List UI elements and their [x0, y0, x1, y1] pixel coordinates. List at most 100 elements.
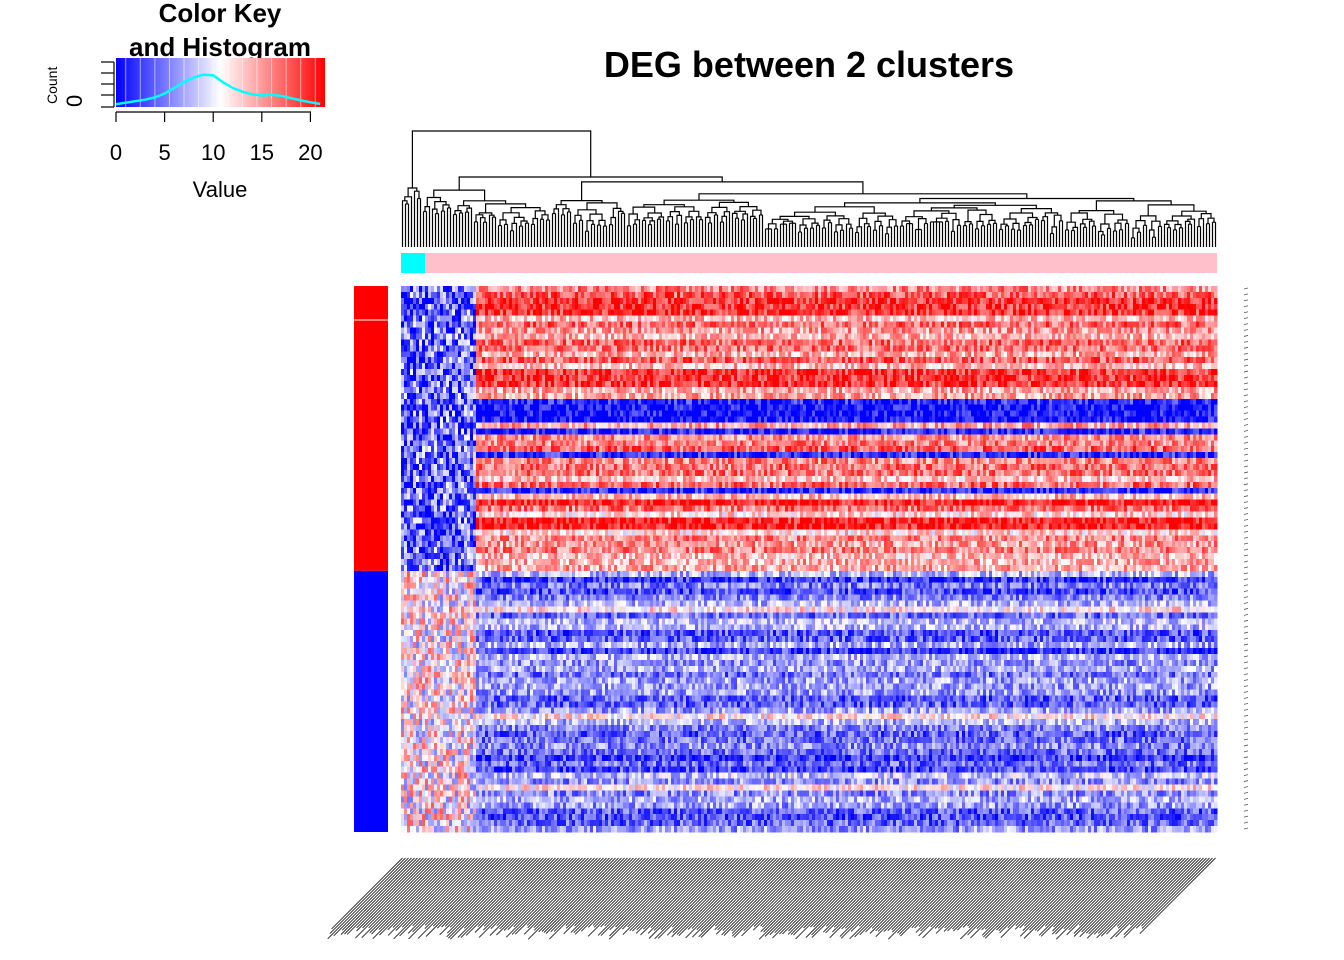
heatmap-cell	[872, 339, 876, 346]
heatmap-cell	[521, 339, 525, 346]
heatmap-cell	[1208, 297, 1212, 305]
heatmap-cell	[626, 339, 630, 346]
heatmap-cell	[689, 339, 693, 346]
heatmap-cell	[515, 321, 519, 328]
heatmap-cell	[479, 339, 483, 346]
heatmap-cell	[482, 327, 486, 334]
heatmap-cell	[1079, 321, 1083, 328]
heatmap-cell	[1208, 339, 1212, 346]
heatmap-cell	[518, 375, 522, 382]
heatmap-cell	[542, 345, 546, 352]
heatmap-cell	[1100, 363, 1104, 370]
heatmap-cell	[917, 303, 921, 311]
heatmap-cell	[413, 315, 417, 322]
heatmap-cell	[911, 309, 915, 317]
heatmap-cell	[1085, 309, 1089, 317]
heatmap-cell	[1166, 321, 1170, 328]
heatmap-cell	[1172, 321, 1176, 328]
heatmap-cell	[611, 327, 615, 334]
heatmap-cell	[701, 339, 705, 346]
heatmap-cell	[494, 297, 498, 305]
heatmap-cell	[617, 339, 621, 346]
heatmap-cell	[482, 291, 486, 299]
heatmap-cell	[536, 339, 540, 346]
heatmap-cell	[1061, 375, 1065, 382]
heatmap-cell	[1121, 375, 1125, 382]
heatmap-cell	[860, 333, 864, 340]
heatmap-cell	[767, 315, 771, 322]
heatmap-cell	[1055, 297, 1059, 305]
heatmap-cell	[827, 369, 831, 376]
heatmap-cell	[1049, 286, 1053, 293]
heatmap-cell	[1061, 351, 1065, 358]
heatmap-cell	[557, 291, 561, 299]
heatmap-cell	[515, 363, 519, 370]
heatmap-cell	[944, 315, 948, 322]
heatmap-cell	[1127, 357, 1131, 364]
heatmap-cell	[818, 345, 822, 352]
heatmap-cell	[866, 321, 870, 328]
heatmap-cell	[560, 369, 564, 376]
heatmap-cell	[440, 369, 444, 376]
heatmap-cell	[530, 309, 534, 317]
heatmap-cell	[761, 315, 765, 322]
heatmap-cell	[545, 363, 549, 370]
heatmap-cell	[593, 315, 597, 322]
heatmap-cell	[914, 369, 918, 376]
heatmap-cell	[944, 351, 948, 358]
heatmap-cell	[1157, 351, 1161, 358]
heatmap-cell	[842, 375, 846, 382]
heatmap-cell	[896, 321, 900, 328]
heatmap-cell	[536, 315, 540, 322]
heatmap-cell	[554, 363, 558, 370]
heatmap-cell	[443, 309, 447, 317]
heatmap-cell	[689, 321, 693, 328]
heatmap-cell	[449, 333, 453, 340]
heatmap-cell	[974, 297, 978, 305]
heatmap-cell	[536, 345, 540, 352]
heatmap-cell	[455, 339, 459, 346]
heatmap-cell	[1028, 297, 1032, 305]
heatmap-cell	[569, 286, 573, 293]
heatmap-cell	[704, 369, 708, 376]
heatmap-cell	[1010, 303, 1014, 311]
heatmap-cell	[593, 297, 597, 305]
heatmap-cell	[722, 297, 726, 305]
heatmap-cell	[1115, 315, 1119, 322]
heatmap-cell	[1193, 327, 1197, 334]
heatmap-cell	[440, 380, 444, 388]
heatmap-cell	[1040, 357, 1044, 364]
heatmap-cell	[824, 291, 828, 299]
heatmap-cell	[1025, 375, 1029, 382]
heatmap-cell	[968, 369, 972, 376]
heatmap-cell	[1025, 345, 1029, 352]
heatmap-cell	[824, 321, 828, 328]
heatmap-cell	[692, 351, 696, 358]
heatmap-cell	[1115, 297, 1119, 305]
heatmap-cell	[986, 351, 990, 358]
heatmap-cell	[1160, 309, 1164, 317]
heatmap-cell	[713, 291, 717, 299]
heatmap-cell	[749, 369, 753, 376]
heatmap-cell	[1007, 286, 1011, 293]
heatmap-cell	[410, 309, 414, 317]
heatmap-cell	[674, 333, 678, 340]
heatmap-cell	[581, 291, 585, 299]
heatmap-cell	[428, 357, 432, 364]
heatmap-cell	[848, 351, 852, 358]
heatmap-cell	[791, 351, 795, 358]
heatmap-cell	[935, 297, 939, 305]
heatmap-cell	[1148, 369, 1152, 376]
heatmap-cell	[1100, 339, 1104, 346]
heatmap-cell	[578, 339, 582, 346]
heatmap-cell	[761, 369, 765, 376]
heatmap-cell	[779, 357, 783, 364]
dendrogram-branch	[458, 176, 723, 191]
heatmap-cell	[707, 339, 711, 346]
heatmap-cell	[1004, 363, 1008, 370]
heatmap-cell	[656, 363, 660, 370]
heatmap-cell	[752, 327, 756, 334]
heatmap-cell	[410, 286, 414, 293]
heatmap-cell	[752, 339, 756, 346]
heatmap-cell	[740, 351, 744, 358]
